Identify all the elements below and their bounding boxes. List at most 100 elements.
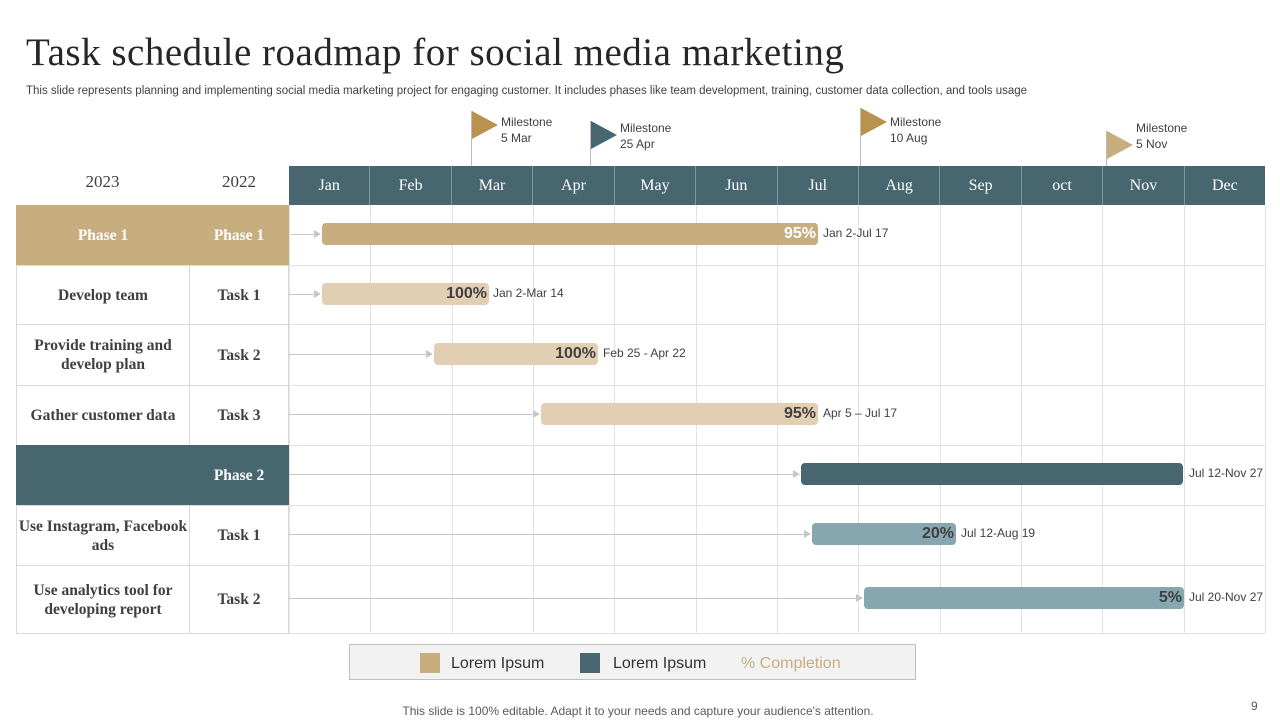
- month-header: Jan Feb Mar Apr May Jun Jul Aug Sep oct Nov Dec: [289, 166, 1265, 205]
- grid-line-vertical: [1265, 205, 1266, 633]
- month-oct: oct: [1022, 166, 1104, 205]
- connector-arrow: [289, 470, 801, 478]
- grid-line-vertical: [533, 205, 534, 633]
- month-jul: Jul: [778, 166, 859, 205]
- milestone-flag-icon: [472, 111, 498, 139]
- connector-arrow: [289, 594, 864, 602]
- connector-arrow: [289, 290, 320, 298]
- page-number: 9: [1251, 699, 1258, 713]
- bar-date-range: Jan 2-Jul 17: [823, 226, 889, 240]
- grid-line-horizontal: [289, 385, 1265, 386]
- year-header-2: 2022: [222, 172, 256, 191]
- row-6-col1: Use Instagram, Facebook ads: [16, 505, 190, 566]
- row-5-col2: Phase 2: [189, 445, 289, 506]
- bar-date-range: Jul 20-Nov 27: [1189, 590, 1264, 604]
- bar-percent-label: 100%: [555, 345, 596, 362]
- gantt-bar-2: 100%: [322, 283, 489, 305]
- month-dec: Dec: [1211, 176, 1238, 194]
- month-nov: Nov: [1103, 166, 1185, 205]
- bar-date-range: Jul 12-Aug 19: [961, 526, 1036, 540]
- month-apr: Apr: [533, 166, 615, 205]
- row-5-col1: [16, 445, 190, 506]
- month-sep: Sep: [940, 166, 1022, 205]
- legend-label-1: Lorem Ipsum: [451, 655, 545, 672]
- gantt-bar-3: 100%: [434, 343, 598, 365]
- milestone-pole: [1106, 131, 1107, 166]
- row-4-col1: Gather customer data: [16, 385, 190, 446]
- milestone-date: 5 Mar: [501, 131, 532, 145]
- bar-date-range: Apr 5 – Jul 17: [823, 406, 898, 420]
- legend-swatch-1: [420, 653, 440, 673]
- milestone-label: Milestone 5 Mar: [501, 114, 552, 146]
- milestone-flag-icon: [591, 121, 617, 149]
- grid-line-horizontal: [289, 505, 1265, 506]
- milestone-pole: [590, 121, 591, 166]
- grid-line-vertical: [289, 205, 290, 633]
- row-4-col2: Task 3: [189, 385, 289, 446]
- milestone-pole: [471, 111, 472, 166]
- row-6-col2: Task 1: [189, 505, 289, 566]
- bar-percent-label: 95%: [783, 405, 816, 422]
- month-may: May: [615, 166, 697, 205]
- connector-arrow: [289, 350, 433, 358]
- grid-line-vertical: [1184, 205, 1185, 633]
- milestone-date: 10 Aug: [890, 131, 928, 145]
- month-feb: Feb: [370, 166, 452, 205]
- row-2-col2: Task 1: [189, 265, 289, 325]
- milestone-label: Milestone 25 Apr: [620, 120, 671, 152]
- footer-note: This slide is 100% editable. Adapt it to…: [402, 704, 874, 718]
- legend-label-2: Lorem Ipsum: [613, 655, 707, 672]
- milestone-pole: [860, 108, 861, 166]
- row-7-col1: Use analytics tool for developing report: [16, 565, 190, 634]
- row-2-col1: Develop team: [16, 265, 190, 325]
- page-subtitle: This slide represents planning and imple…: [26, 85, 1028, 97]
- row-1-col1: Phase 1: [16, 205, 190, 266]
- grid-line-vertical: [452, 205, 453, 633]
- legend-swatch-2: [580, 653, 600, 673]
- row-7-col2: Task 2: [189, 565, 289, 634]
- milestone-title: Milestone: [620, 121, 672, 135]
- grid-line-horizontal: [289, 565, 1265, 566]
- milestone-flag-icon: [1107, 131, 1133, 159]
- milestone-label: Milestone 10 Aug: [890, 114, 941, 146]
- milestone-title: Milestone: [501, 115, 553, 129]
- bar-date-range: Jul 12-Nov 27: [1189, 466, 1264, 480]
- milestone-date: 25 Apr: [620, 137, 655, 151]
- grid-line-vertical: [858, 205, 859, 633]
- row-3-col2: Task 2: [189, 324, 289, 386]
- gantt-bar-6: 20%: [812, 523, 956, 545]
- gantt-bar-5: [801, 463, 1183, 485]
- bar-date-range: Jan 2-Mar 14: [493, 286, 564, 300]
- legend: Lorem Ipsum Lorem Ipsum % Completion: [349, 644, 916, 680]
- bar-percent-label: 100%: [446, 285, 487, 302]
- year-header-1: 2023: [85, 172, 120, 191]
- grid-line-vertical: [1021, 205, 1022, 633]
- connector-arrow: [289, 410, 541, 418]
- milestone-date: 5 Nov: [1136, 137, 1168, 151]
- gantt-bar-1: 95%: [322, 223, 818, 245]
- grid-line-horizontal: [289, 445, 1265, 446]
- month-jun: Jun: [696, 166, 778, 205]
- legend-completion: % Completion: [741, 655, 841, 672]
- month-aug: Aug: [859, 166, 941, 205]
- page-title: Task schedule roadmap for social media m…: [26, 31, 845, 74]
- bar-percent-label: 5%: [1158, 589, 1182, 606]
- month-jan: Jan: [289, 166, 371, 205]
- grid-line-horizontal: [289, 265, 1265, 266]
- row-3-col1: Provide training and develop plan: [16, 324, 190, 386]
- milestone-title: Milestone: [890, 115, 942, 129]
- grid-line-vertical: [940, 205, 941, 633]
- connector-arrow: [289, 530, 811, 538]
- connector-arrow: [291, 230, 320, 238]
- gantt-bar-7: 5%: [864, 587, 1184, 609]
- bar-percent-label: 95%: [783, 225, 816, 242]
- month-mar: Mar: [452, 166, 534, 205]
- grid-line-horizontal: [289, 633, 1265, 634]
- gantt-bar-4: 95%: [541, 403, 818, 425]
- bar-percent-label: 20%: [921, 525, 954, 542]
- milestone-label: Milestone 5 Nov: [1136, 120, 1187, 152]
- milestone-title: Milestone: [1136, 121, 1188, 135]
- bar-date-range: Feb 25 - Apr 22: [603, 346, 686, 360]
- grid-line-vertical: [1102, 205, 1103, 633]
- grid-line-vertical: [370, 205, 371, 633]
